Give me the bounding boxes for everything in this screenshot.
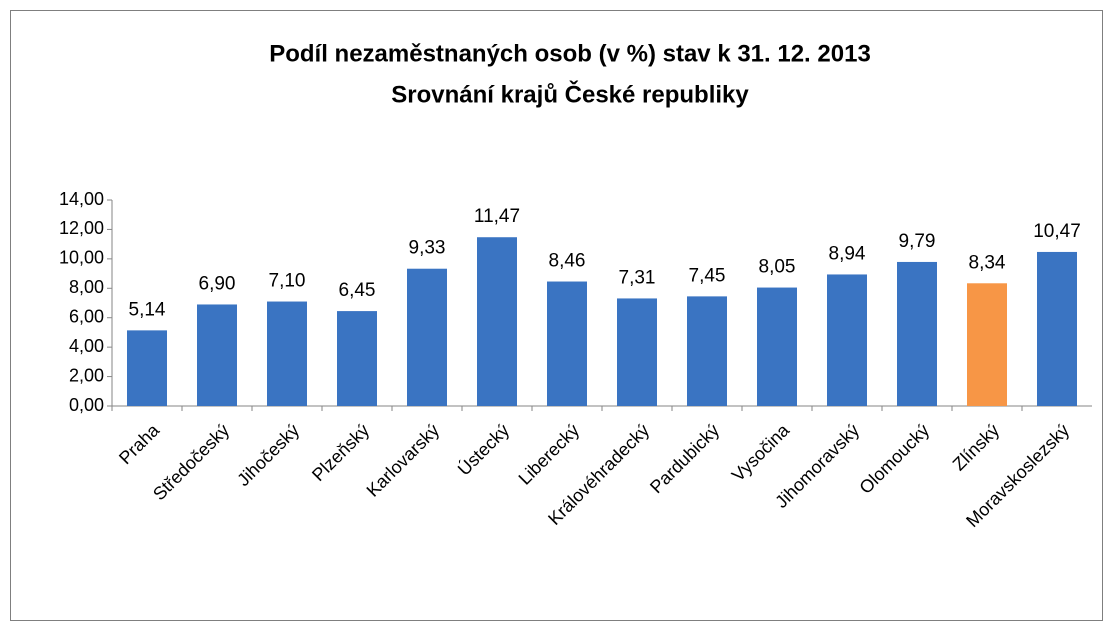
- bar: [337, 311, 377, 406]
- bar: [827, 274, 867, 406]
- bar: [197, 304, 237, 406]
- y-tick-label: 12,00: [59, 218, 104, 238]
- bar: [757, 287, 797, 406]
- value-label: 9,79: [899, 231, 936, 252]
- bar: [1037, 251, 1077, 406]
- value-label: 5,14: [129, 299, 166, 320]
- value-label: 8,94: [829, 243, 866, 264]
- value-label: 7,45: [689, 265, 726, 286]
- bar: [967, 283, 1007, 406]
- y-tick-label: 6,00: [69, 306, 104, 326]
- bar: [617, 298, 657, 406]
- value-label: 8,46: [549, 251, 586, 272]
- bar: [477, 237, 517, 406]
- y-tick-label: 10,00: [59, 248, 104, 268]
- bar: [897, 261, 937, 406]
- value-label: 11,47: [474, 206, 520, 227]
- value-label: 7,31: [619, 267, 656, 288]
- value-label: 6,45: [339, 280, 376, 301]
- bar: [687, 296, 727, 406]
- value-label: 9,33: [409, 238, 446, 259]
- bar: [267, 301, 307, 406]
- value-label: 7,10: [269, 271, 306, 292]
- bar: [407, 268, 447, 406]
- value-label: 8,34: [969, 252, 1006, 273]
- y-tick-label: 2,00: [69, 365, 104, 385]
- value-label: 10,47: [1033, 221, 1081, 242]
- y-tick-label: 14,00: [59, 189, 104, 209]
- bar: [547, 281, 587, 406]
- y-tick-label: 8,00: [69, 277, 104, 297]
- value-label: 8,05: [759, 257, 796, 278]
- bar: [127, 330, 167, 406]
- chart-subtitle: Srovnání krajů České republiky: [391, 80, 749, 108]
- y-tick-label: 4,00: [69, 336, 104, 356]
- y-tick-label: 0,00: [69, 395, 104, 415]
- value-label: 6,90: [199, 273, 236, 294]
- chart-title: Podíl nezaměstnaných osob (v %) stav k 3…: [269, 40, 871, 67]
